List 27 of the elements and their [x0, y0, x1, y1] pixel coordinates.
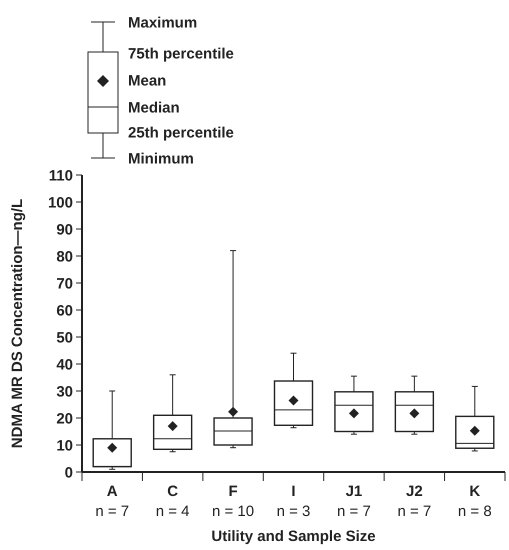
y-tick-label: 90: [56, 221, 73, 238]
x-axis-title: Utility and Sample Size: [211, 528, 376, 545]
text: Median: [128, 99, 180, 116]
x-tick-label: A n = 7: [95, 483, 130, 520]
text: 25th percentile: [128, 124, 234, 142]
y-tick-label: 30: [56, 383, 73, 400]
y-tick-label: 100: [48, 194, 73, 212]
y-axis-title: NDMA MR DS Concentration—ng/L: [9, 198, 26, 448]
x-tick-label: C n = 4: [156, 483, 190, 520]
text: Mean: [128, 72, 166, 90]
x-tick-label: J2 n = 7: [397, 483, 432, 520]
y-tick-label: 70: [56, 275, 73, 292]
y-tick-label: 0: [64, 464, 73, 482]
y-tick-label: 80: [56, 248, 73, 266]
y-tick-label: 10: [56, 437, 73, 454]
y-tick-label: 20: [56, 410, 73, 428]
text: Minimum: [128, 150, 194, 168]
text: 75th percentile: [128, 45, 234, 62]
x-tick-label: J1 n = 7: [337, 483, 371, 520]
y-tick-label: 60: [56, 302, 73, 320]
text: Maximum: [128, 14, 198, 32]
x-tick-label: F n = 10: [212, 483, 254, 520]
x-tick-label: I n = 3: [276, 483, 310, 520]
y-tick-label: 50: [56, 329, 73, 346]
x-tick-label: K n = 8: [458, 483, 492, 520]
y-tick-label: 110: [48, 167, 73, 184]
y-tick-label: 40: [56, 356, 73, 374]
